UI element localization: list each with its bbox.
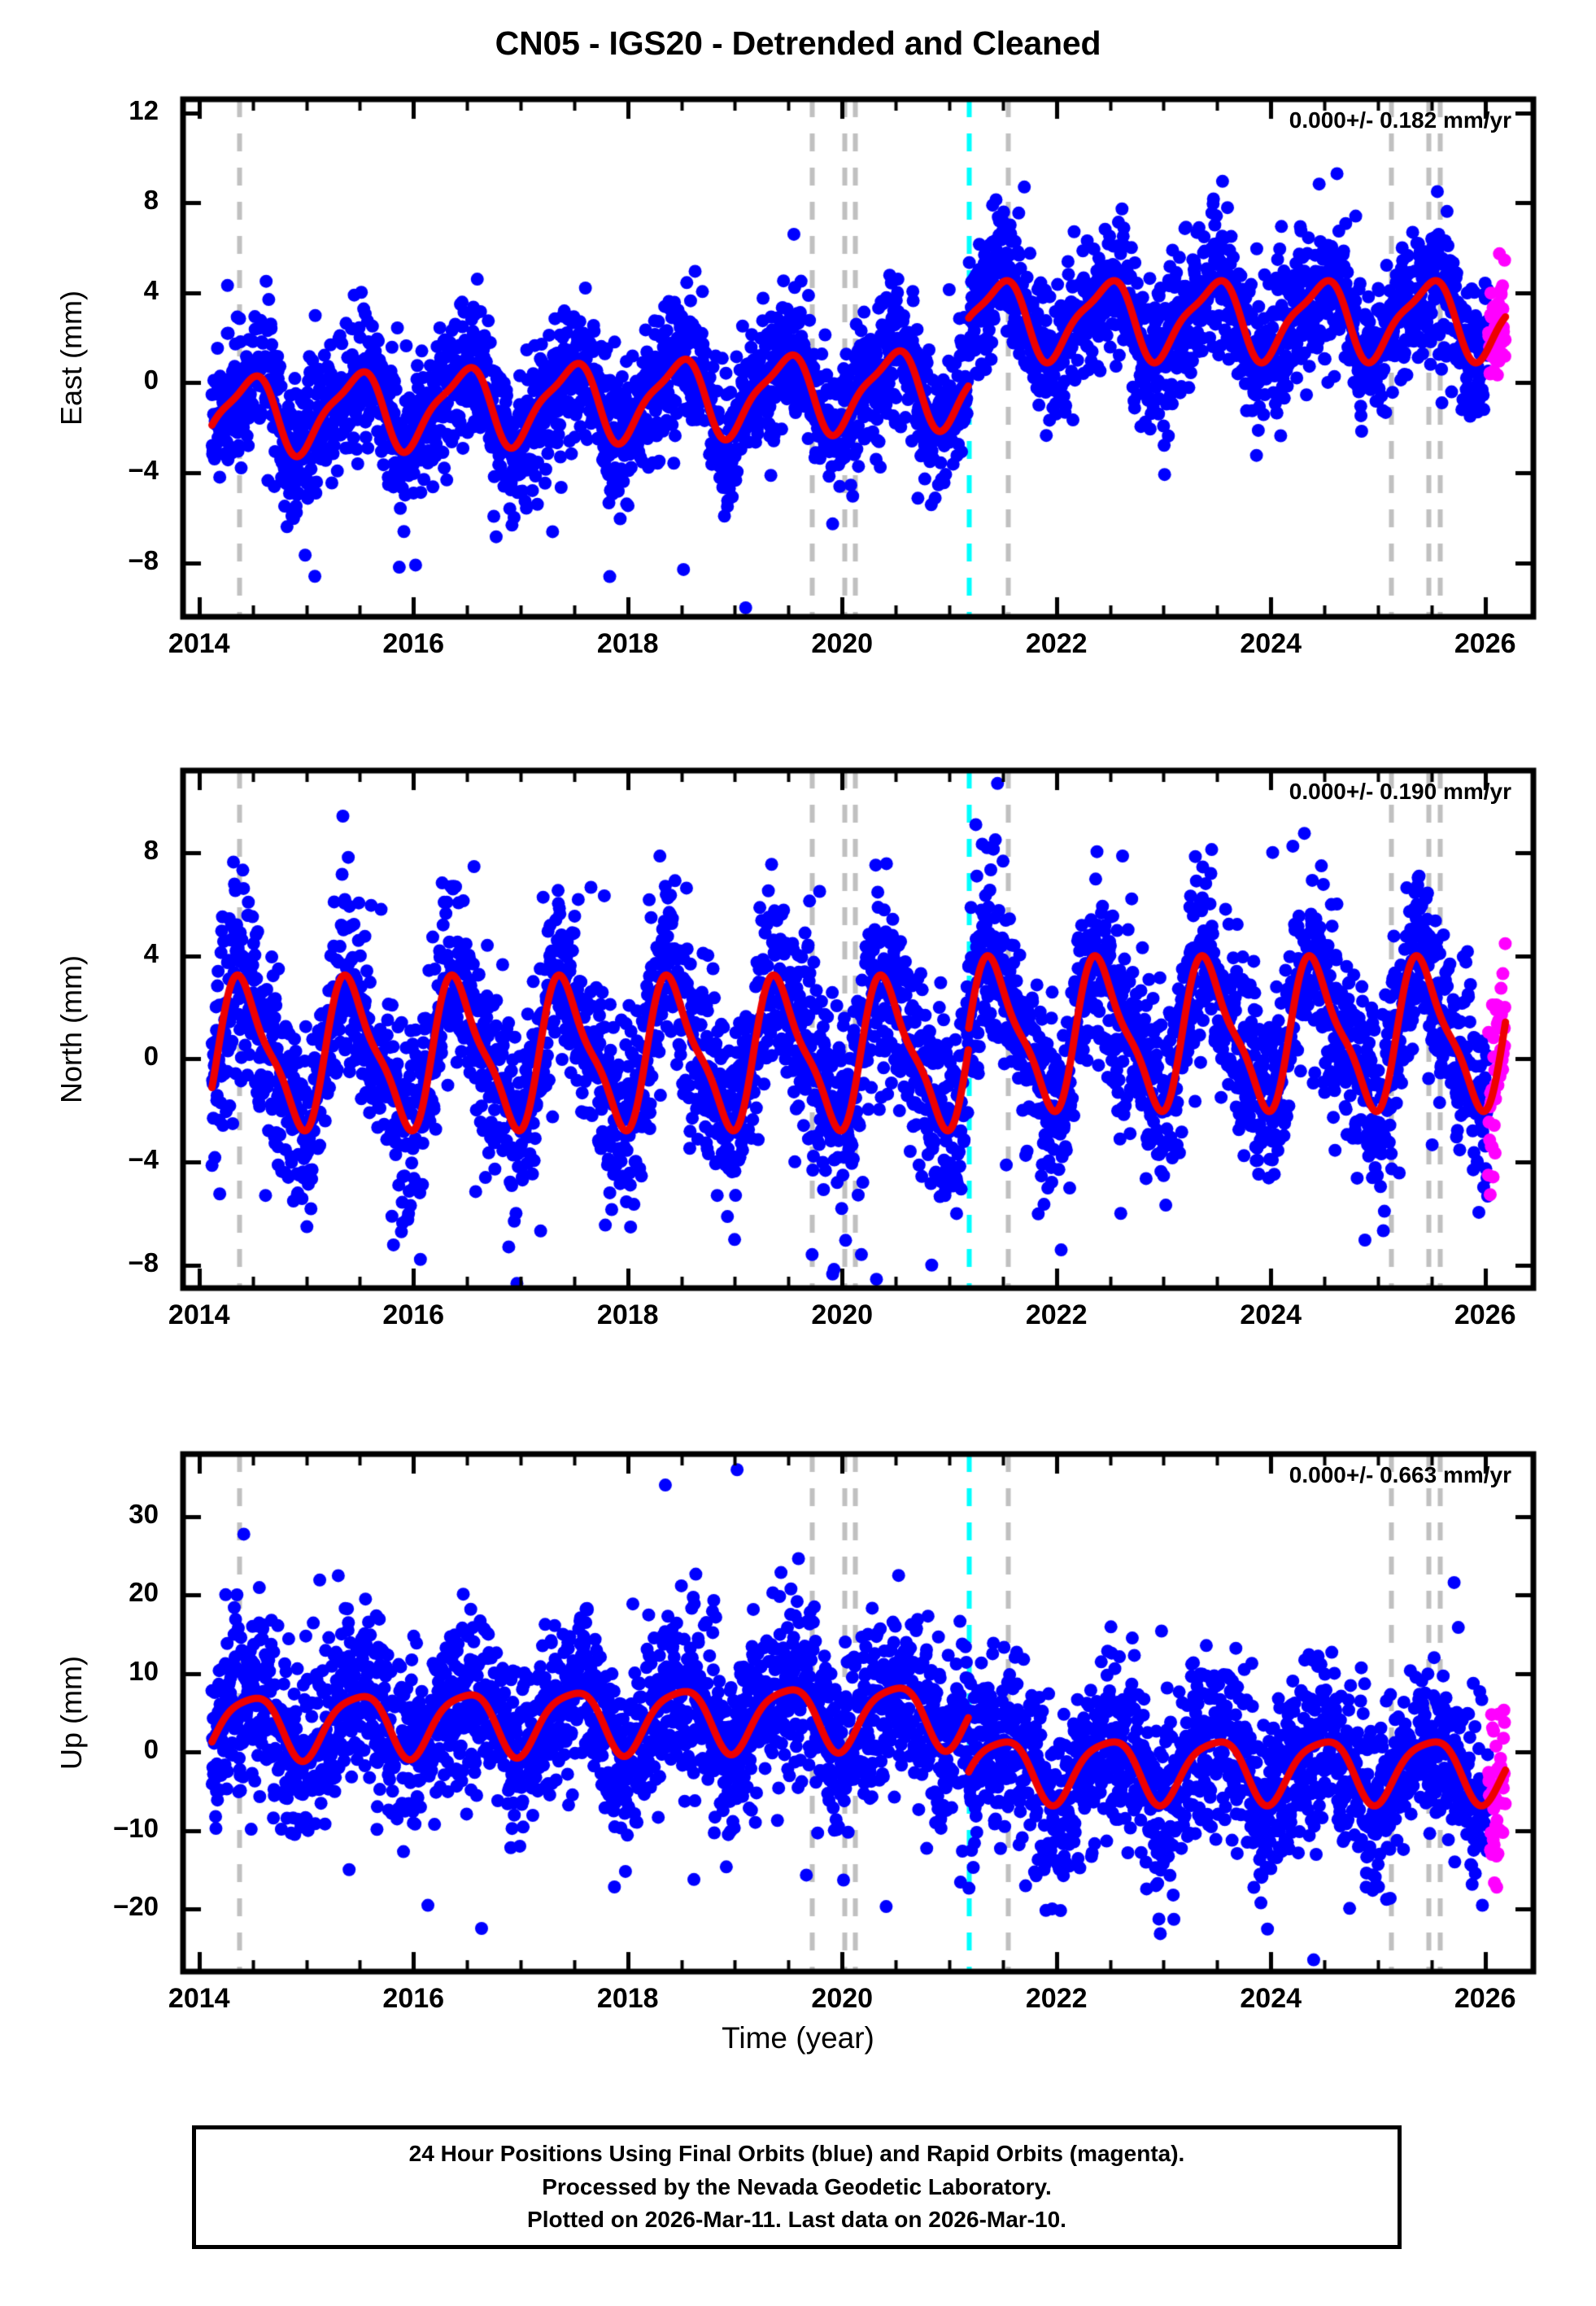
xtick-2018-panel0: 2018 bbox=[596, 628, 659, 659]
ytick-east-4: 4 bbox=[143, 274, 159, 305]
xtick-2024-panel2: 2024 bbox=[1240, 1983, 1302, 2014]
page-title: CN05 - IGS20 - Detrended and Cleaned bbox=[495, 24, 1101, 62]
ytick-up-0: 0 bbox=[143, 1733, 159, 1764]
ytick-north-8: 8 bbox=[143, 834, 159, 865]
caption-line-3: Plotted on 2026-Mar-11. Last data on 202… bbox=[527, 2207, 1066, 2233]
xtick-2024-panel0: 2024 bbox=[1240, 628, 1302, 659]
xtick-2020-panel1: 2020 bbox=[811, 1299, 874, 1330]
xtick-2022-panel2: 2022 bbox=[1025, 1983, 1088, 2014]
xtick-2016-panel1: 2016 bbox=[382, 1299, 445, 1330]
xtick-2026-panel0: 2026 bbox=[1454, 628, 1516, 659]
ytick-up-20: 20 bbox=[129, 1576, 159, 1607]
rate-label-east: 0.000+/- 0.182 mm/yr bbox=[1289, 107, 1511, 133]
xtick-2020-panel2: 2020 bbox=[811, 1983, 874, 2014]
ytick-east--8: −8 bbox=[128, 544, 159, 575]
ytick-north--4: −4 bbox=[128, 1143, 159, 1174]
rate-label-north: 0.000+/- 0.190 mm/yr bbox=[1289, 779, 1511, 804]
y-axis-title-east: East (mm) bbox=[55, 290, 88, 426]
xtick-2026-panel2: 2026 bbox=[1454, 1983, 1516, 2014]
xtick-2024-panel1: 2024 bbox=[1240, 1299, 1302, 1330]
xtick-2026-panel1: 2026 bbox=[1454, 1299, 1516, 1330]
ytick-north-4: 4 bbox=[143, 937, 159, 968]
xtick-2014-panel1: 2014 bbox=[168, 1299, 230, 1330]
ytick-up-30: 30 bbox=[129, 1498, 159, 1529]
ytick-up-10: 10 bbox=[129, 1655, 159, 1686]
rate-label-up: 0.000+/- 0.663 mm/yr bbox=[1289, 1462, 1511, 1487]
xtick-2022-panel1: 2022 bbox=[1025, 1299, 1088, 1330]
y-axis-title-up: Up (mm) bbox=[55, 1656, 88, 1770]
x-axis-title: Time (year) bbox=[722, 2021, 874, 2055]
xtick-2020-panel0: 2020 bbox=[811, 628, 874, 659]
xtick-2018-panel1: 2018 bbox=[596, 1299, 659, 1330]
xtick-2016-panel2: 2016 bbox=[382, 1983, 445, 2014]
caption-line-2: Processed by the Nevada Geodetic Laborat… bbox=[542, 2173, 1052, 2199]
xtick-2022-panel0: 2022 bbox=[1025, 628, 1088, 659]
xtick-2014-panel2: 2014 bbox=[168, 1983, 230, 2014]
ytick-east-12: 12 bbox=[129, 94, 159, 125]
ytick-east--4: −4 bbox=[128, 454, 159, 485]
y-axis-title-north: North (mm) bbox=[55, 955, 88, 1103]
ytick-east-0: 0 bbox=[143, 364, 159, 395]
xtick-2016-panel0: 2016 bbox=[382, 628, 445, 659]
ytick-north-0: 0 bbox=[143, 1040, 159, 1071]
ytick-up--20: −20 bbox=[113, 1890, 159, 1921]
ytick-east-8: 8 bbox=[143, 184, 159, 215]
caption-box: 24 Hour Positions Using Final Orbits (bl… bbox=[192, 2125, 1402, 2249]
xtick-2018-panel2: 2018 bbox=[596, 1983, 659, 2014]
ytick-up--10: −10 bbox=[113, 1812, 159, 1843]
ytick-north--8: −8 bbox=[128, 1247, 159, 1277]
xtick-2014-panel0: 2014 bbox=[168, 628, 230, 659]
caption-line-1: 24 Hour Positions Using Final Orbits (bl… bbox=[408, 2141, 1185, 2167]
